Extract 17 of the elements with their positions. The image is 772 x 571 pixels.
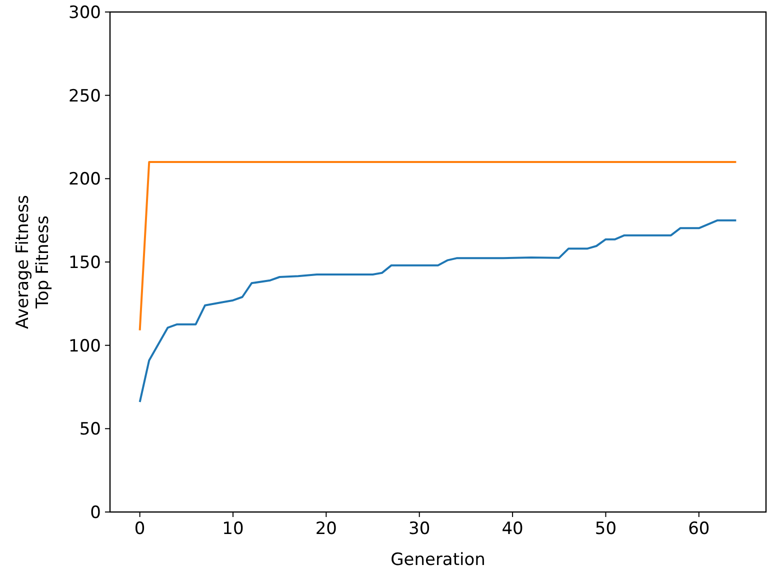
y-axis-title: Average Fitness Top Fitness: [13, 194, 53, 330]
x-axis-title: Generation: [390, 550, 486, 570]
x-tick-label: 20: [315, 519, 337, 539]
y-tick-label: 300: [68, 3, 101, 23]
y-tick-label: 150: [68, 253, 101, 273]
x-tick-label: 60: [688, 519, 710, 539]
y-tick-label: 0: [90, 503, 101, 523]
line-series: [138, 219, 738, 403]
y-tick-label: 50: [79, 420, 101, 440]
x-tick-label: 0: [134, 519, 146, 539]
y-tick-label: 250: [68, 86, 101, 106]
y-tick-label: 200: [68, 170, 101, 190]
x-tick-label: 10: [222, 519, 244, 539]
y-tick-label: 100: [68, 336, 101, 356]
x-tick-label: 40: [502, 519, 524, 539]
x-tick-label: 30: [408, 519, 430, 539]
x-tick-label: 50: [594, 519, 617, 539]
